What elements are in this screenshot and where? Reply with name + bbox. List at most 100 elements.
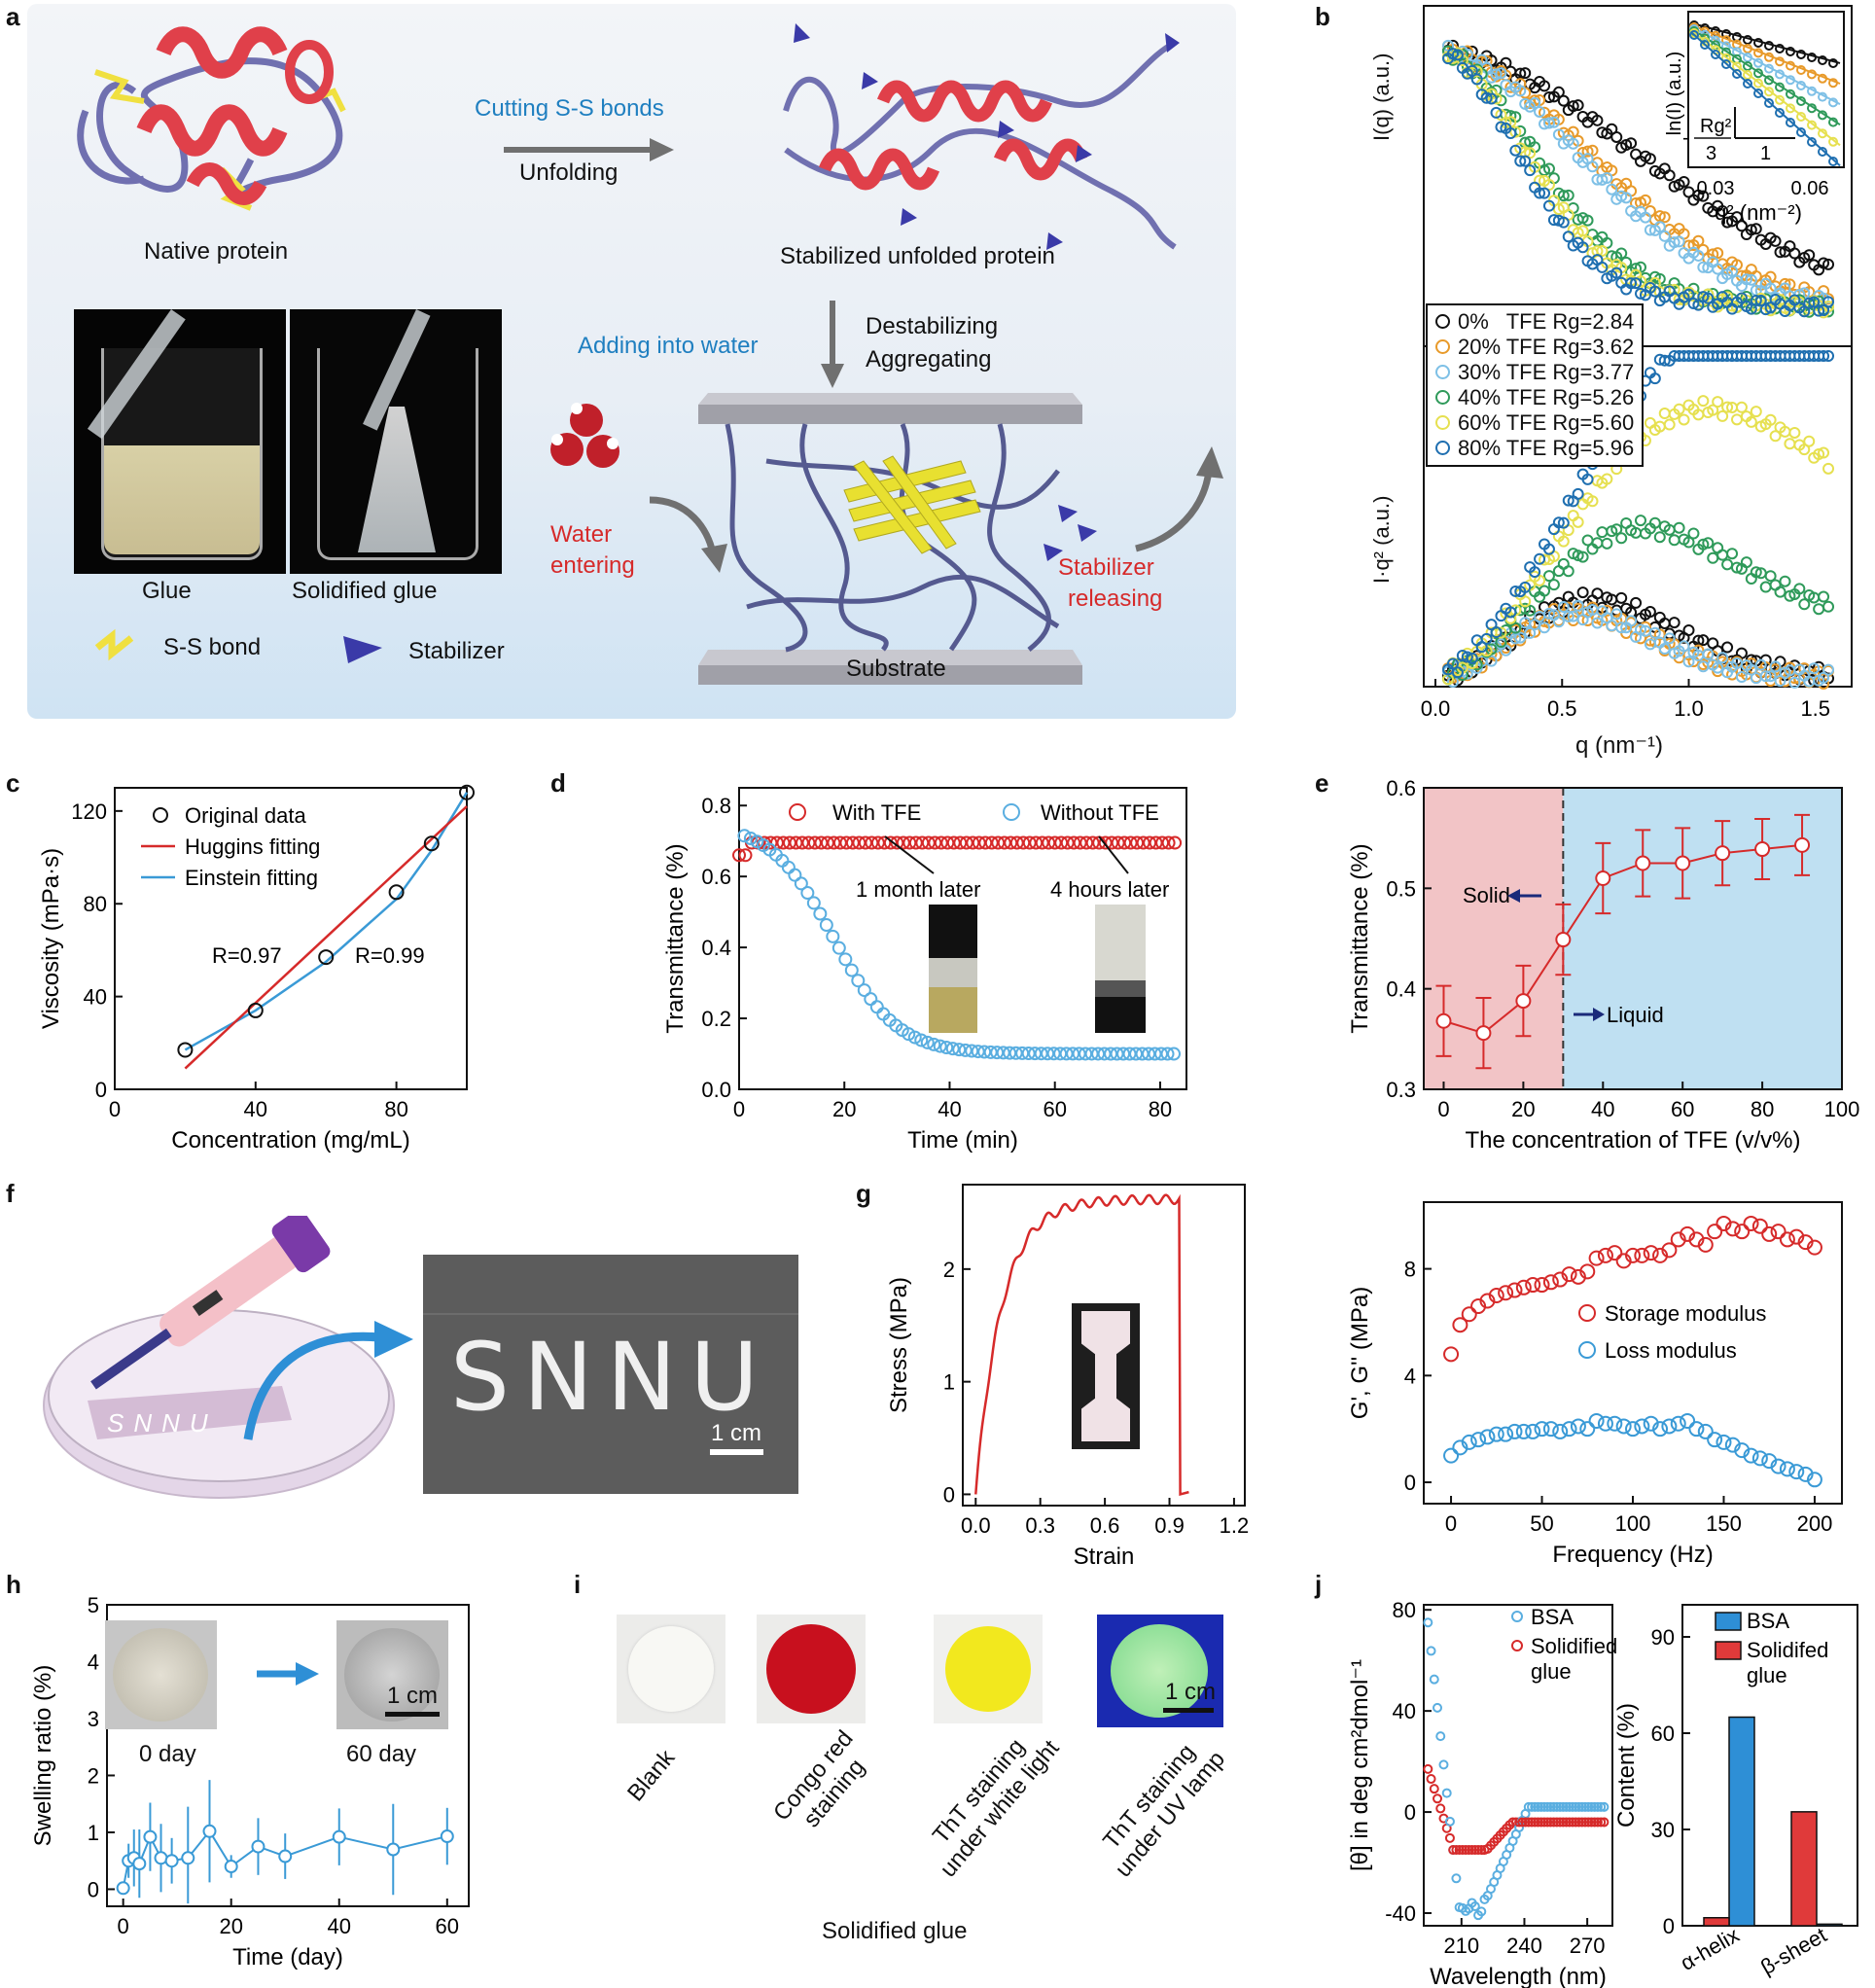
panel-j2-legend-label: BSA (1747, 1609, 1789, 1633)
panel-b-bottom-point (1822, 350, 1835, 362)
panel-e-ytick-label: 0.3 (1386, 1078, 1416, 1102)
panel-b-bottom-point (1818, 350, 1830, 362)
glue-caption: Glue (142, 578, 192, 604)
stabilizer-release-label-1: Stabilizer (1058, 554, 1154, 581)
panel-c-data-point (459, 784, 475, 800)
panel-j1-glue-point (1571, 1817, 1581, 1828)
panel-b-top-point (1692, 299, 1705, 311)
panel-e-xlabel: The concentration of TFE (v/v%) (1465, 1127, 1800, 1154)
panel-b-bottom-point (1552, 616, 1565, 628)
panel-b-inset-point (1796, 127, 1806, 137)
panel-b-top-point (1668, 236, 1680, 249)
panel-b-bottom-point (1562, 610, 1574, 622)
panel-c-annotation: R=0.97 (212, 943, 282, 968)
substrate-label: Substrate (846, 656, 946, 682)
adding-water-label: Adding into water (578, 333, 759, 359)
panel-b-top-point (1754, 295, 1767, 307)
panel-g2-storage-point (1707, 1224, 1723, 1240)
panel-j1-glue-point (1583, 1817, 1594, 1828)
panel-b-bottom-point (1740, 556, 1752, 569)
panel-j2-frame (1681, 1604, 1858, 1927)
panel-b-top-point (1581, 145, 1594, 158)
day0-label: 0 day (139, 1741, 196, 1767)
panel-d-without-tfe-point (945, 1042, 960, 1056)
panel-g2-loss-point (1716, 1434, 1732, 1450)
aggregating-label: Aggregating (866, 346, 992, 373)
panel-b-inset-fit (1691, 26, 1841, 105)
panel-d-legend-marker (1003, 803, 1020, 821)
panel-j1-bsa-point (1571, 1801, 1581, 1812)
panel-j1-bsa-point (1558, 1801, 1569, 1812)
panel-j1-glue-point (1551, 1817, 1562, 1828)
panel-j1-glue-point (1592, 1817, 1603, 1828)
panel-b-top-point (1682, 288, 1695, 301)
panel-g2-storage-point (1588, 1250, 1605, 1266)
panel-g2-storage-point (1579, 1263, 1596, 1280)
panel-h-ytick-label: 5 (88, 1593, 99, 1617)
panel-b-bottom-point (1490, 626, 1503, 639)
panel-j1-glue-point (1576, 1817, 1587, 1828)
panel-g2-loss-point (1643, 1415, 1659, 1432)
panel-g2-ylabel: G', G'' (MPa) (1347, 1287, 1373, 1419)
panel-b-legend: 0% TFE Rg=2.84 20% TFE Rg=3.62 30% TFE Rg=… (1426, 303, 1645, 467)
panel-g2-storage-point (1625, 1247, 1641, 1263)
panel-b-bottom-point (1822, 663, 1835, 676)
panel-b-top-point (1542, 179, 1555, 192)
panel-j1-legend-marker (1511, 1611, 1523, 1622)
tht-uv-lamp-disc-photo: 1 cm (1097, 1615, 1223, 1727)
panel-c-viscosity-chart: 0 40 80 0 40 80 120 Concentration (mg/mL) Viscos… (38, 784, 475, 1154)
panel-b-top-point (1702, 292, 1715, 304)
panel-j1-bsa-point (1435, 1731, 1446, 1742)
panel-g2-storage-point (1515, 1279, 1532, 1296)
panel-j1-glue-point (1451, 1845, 1462, 1856)
panel-e-xtick-label: 100 (1824, 1097, 1860, 1121)
panel-b-bottom-point (1712, 396, 1724, 408)
legend-label: 20% TFE Rg=3.62 (1458, 335, 1635, 359)
panel-j1-bsa-point (1596, 1801, 1607, 1812)
panel-b-bottom-point (1547, 523, 1560, 536)
panel-b-inset-point (1818, 128, 1827, 139)
panel-g2-storage-point (1643, 1245, 1659, 1261)
panel-g2-loss-point (1552, 1423, 1569, 1439)
panel-b-top-point (1692, 234, 1705, 247)
panel-b-bottom-point (1562, 565, 1574, 578)
panel-b-bottom-point (1539, 553, 1551, 566)
panel-e-xtick-label: 0 (1437, 1097, 1449, 1121)
panel-b-bottom-point (1451, 666, 1464, 679)
panel-b-bottom-point (1658, 643, 1671, 656)
panel-b-inset-point (1828, 157, 1838, 166)
panel-g2-storage-point (1779, 1231, 1795, 1248)
panel-b-top-point (1509, 144, 1522, 157)
panel-b-inset-xtick: 0.06 (1791, 178, 1829, 199)
panel-b-top-point (1673, 235, 1685, 248)
panel-d-ytick-label: 0.2 (701, 1007, 731, 1031)
panel-b-top-point (1480, 54, 1493, 67)
panel-b-top-point (1735, 220, 1748, 232)
panel-d-plot-frame (738, 787, 1187, 1090)
panel-b-bottom-point (1610, 523, 1623, 536)
panel-b-top-point (1818, 257, 1830, 269)
panel-g2-loss-point (1625, 1421, 1641, 1438)
legend-label: 40% TFE Rg=5.26 (1458, 385, 1635, 409)
panel-b-inset-point (1753, 68, 1763, 79)
panel-d-without-tfe-point (844, 963, 859, 977)
panel-g2-loss-point (1680, 1412, 1696, 1429)
panel-j1-glue-point (1558, 1817, 1569, 1828)
panel-g2-storage-point (1652, 1247, 1669, 1263)
legend-marker (1435, 339, 1450, 354)
tht-white-light-disc-photo (934, 1615, 1043, 1723)
panel-g2-storage-point (1797, 1234, 1814, 1251)
panel-b-top-point (1596, 244, 1609, 257)
panel-g2-storage-point (1751, 1218, 1768, 1234)
panel-b-bottom-point (1534, 574, 1546, 586)
panel-b-top-point (1567, 100, 1579, 113)
panel-g2-xlabel: Frequency (Hz) (1552, 1542, 1713, 1568)
panel-b-legend-item: 60% TFE Rg=5.60 (1435, 410, 1634, 436)
panel-j1-bsa-point (1592, 1801, 1603, 1812)
panel-b-top-point (1678, 175, 1690, 188)
panel-b-bottom-point (1726, 548, 1739, 560)
panel-e-ylabel: Transmittance (%) (1347, 843, 1373, 1033)
panel-g2-loss-point (1652, 1421, 1669, 1438)
panel-j1-glue-point (1564, 1817, 1574, 1828)
panel-b-inset-point (1721, 53, 1731, 63)
